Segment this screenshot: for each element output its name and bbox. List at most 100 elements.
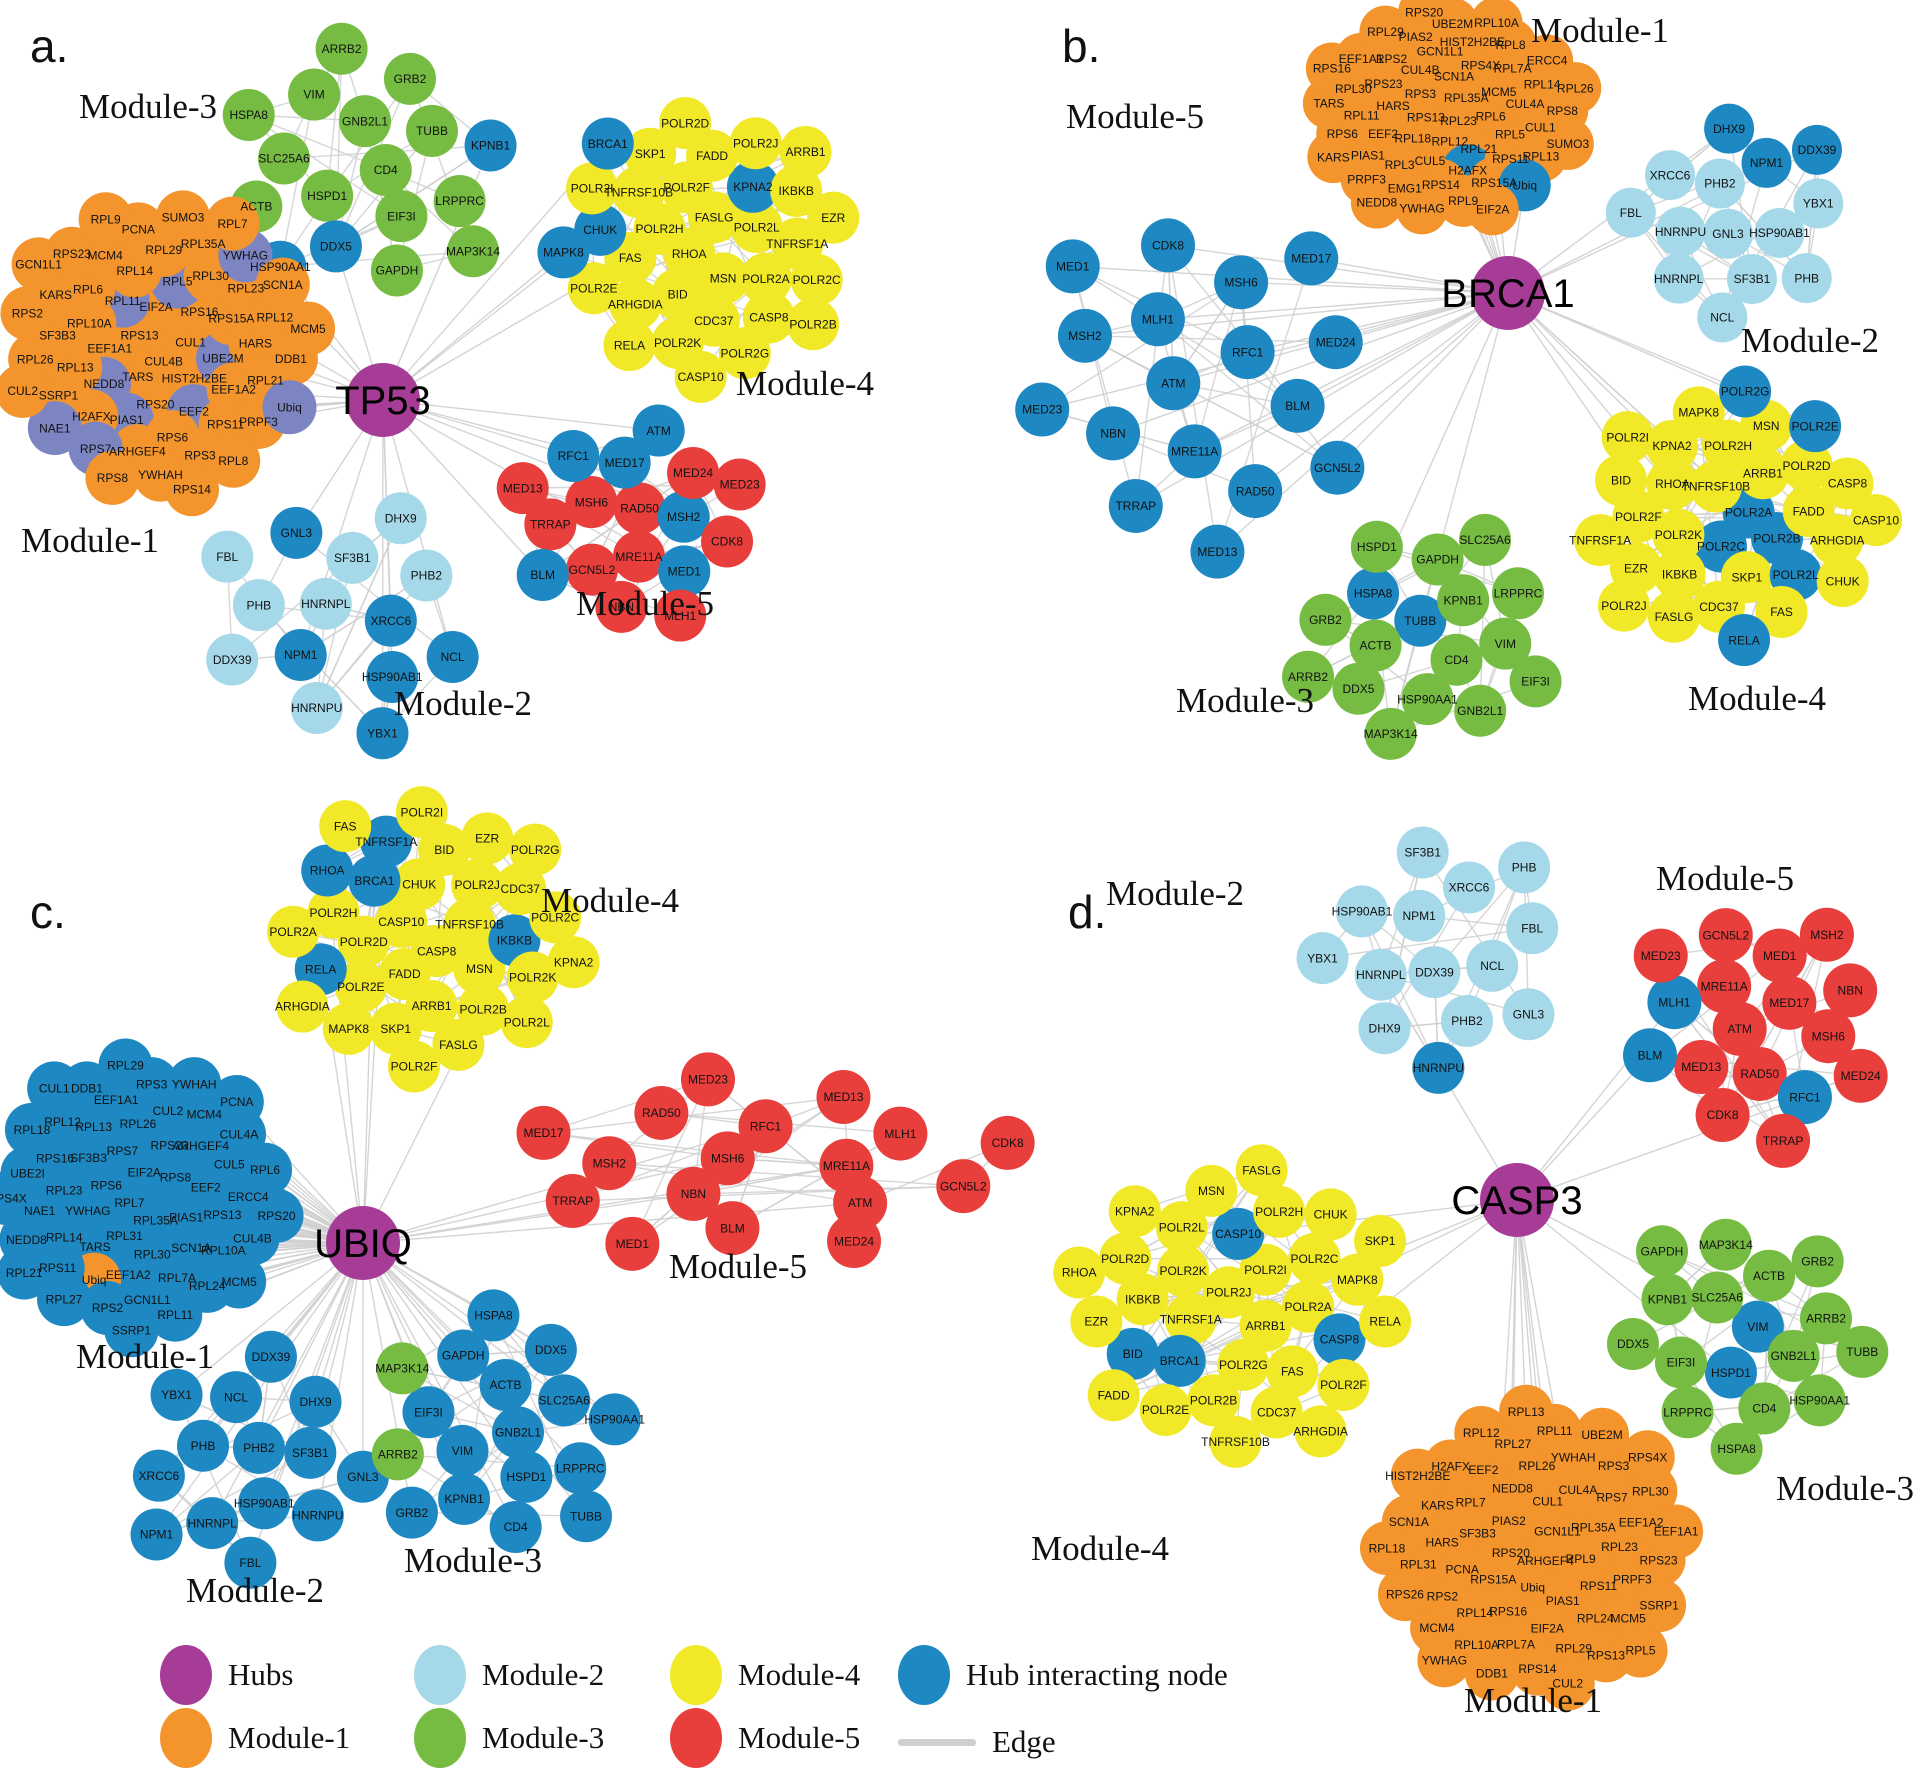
- node-phb2[interactable]: [1694, 158, 1745, 209]
- node-rhoa[interactable]: [301, 844, 354, 897]
- node-npm1[interactable]: [1393, 889, 1446, 942]
- node-bid[interactable]: [651, 268, 704, 321]
- node-ssrp1[interactable]: [1632, 1578, 1687, 1633]
- node-hsp90aa1[interactable]: [1401, 673, 1454, 726]
- node-tnfrsf10b[interactable]: [443, 898, 496, 951]
- node-msh6[interactable]: [565, 476, 618, 529]
- node-ddb1[interactable]: [1464, 1646, 1519, 1701]
- node-med13[interactable]: [496, 462, 549, 515]
- node-brca1[interactable]: [581, 117, 634, 170]
- node-polr2d[interactable]: [659, 97, 712, 150]
- node-ywhah[interactable]: [167, 1057, 222, 1112]
- node-msn[interactable]: [453, 942, 506, 995]
- node-kpnb1[interactable]: [438, 1472, 491, 1525]
- node-arrb1[interactable]: [779, 125, 832, 178]
- node-atm[interactable]: [1712, 1001, 1767, 1056]
- node-cd4[interactable]: [1430, 633, 1483, 686]
- node-hsp90ab1[interactable]: [1335, 885, 1388, 938]
- node-rpl27[interactable]: [37, 1272, 92, 1327]
- node-vim[interactable]: [1731, 1300, 1784, 1353]
- node-med13[interactable]: [816, 1070, 871, 1125]
- node-gcn5l2[interactable]: [1698, 908, 1753, 963]
- node-nbn[interactable]: [1086, 406, 1141, 461]
- node-blm[interactable]: [1270, 378, 1325, 433]
- node-hspa8[interactable]: [467, 1289, 520, 1342]
- node-blm[interactable]: [705, 1201, 760, 1256]
- node-polr2j[interactable]: [451, 858, 504, 911]
- node-ncl[interactable]: [1466, 939, 1519, 992]
- node-msh2[interactable]: [582, 1136, 637, 1191]
- node-ezr[interactable]: [461, 812, 514, 865]
- node-fas[interactable]: [1755, 585, 1808, 638]
- node-rela[interactable]: [1718, 614, 1771, 667]
- node-gapdh[interactable]: [1636, 1225, 1689, 1278]
- node-rps26[interactable]: [1377, 1567, 1432, 1622]
- node-pcna[interactable]: [209, 1074, 264, 1129]
- node-trrap[interactable]: [1108, 478, 1163, 533]
- node-polr2g[interactable]: [718, 327, 771, 380]
- node-ybx1[interactable]: [1793, 178, 1844, 229]
- node-kpnb1[interactable]: [464, 119, 517, 172]
- node-rps8[interactable]: [85, 450, 140, 505]
- node-med1[interactable]: [1752, 928, 1807, 983]
- node-polr2k[interactable]: [506, 951, 559, 1004]
- node-kars[interactable]: [1307, 131, 1360, 184]
- node-cdc37[interactable]: [494, 863, 547, 916]
- node-hnrnpl[interactable]: [299, 577, 352, 630]
- node-ncl[interactable]: [1697, 292, 1748, 343]
- node-gnb2l1[interactable]: [1767, 1329, 1820, 1382]
- node-rpl29[interactable]: [1359, 5, 1412, 58]
- node-casp8[interactable]: [1821, 457, 1874, 510]
- node-rad50[interactable]: [1228, 464, 1283, 519]
- node-rfc1[interactable]: [1220, 325, 1275, 380]
- node-gcn5l2[interactable]: [1310, 440, 1365, 495]
- node-polr2l[interactable]: [500, 996, 553, 1049]
- node-mcm5[interactable]: [212, 1254, 267, 1309]
- node-polr2f[interactable]: [1317, 1359, 1370, 1412]
- node-mapk8[interactable]: [1331, 1253, 1384, 1306]
- node-med1[interactable]: [658, 545, 711, 598]
- node-msh2[interactable]: [1057, 308, 1112, 363]
- node-ddx39[interactable]: [1791, 124, 1842, 175]
- node-polr2i[interactable]: [1601, 411, 1654, 464]
- node-grb2[interactable]: [1791, 1235, 1844, 1288]
- node-ybx1[interactable]: [1296, 932, 1349, 985]
- node-rela[interactable]: [1359, 1295, 1412, 1348]
- node-cd4[interactable]: [489, 1500, 542, 1553]
- node-tnfrsf10b[interactable]: [1209, 1415, 1262, 1468]
- node-slc25a6[interactable]: [538, 1374, 591, 1427]
- node-phb2[interactable]: [400, 549, 453, 602]
- node-trrap[interactable]: [545, 1174, 600, 1229]
- node-lrpprc[interactable]: [433, 175, 486, 228]
- node-fas[interactable]: [1266, 1345, 1319, 1398]
- node-mlh1[interactable]: [873, 1106, 928, 1161]
- node-ybx1[interactable]: [150, 1368, 203, 1421]
- node-gapdh[interactable]: [370, 244, 423, 297]
- node-mapk8[interactable]: [1672, 386, 1725, 439]
- node-fbl[interactable]: [1605, 187, 1656, 238]
- node-gnb2l1[interactable]: [339, 95, 392, 148]
- node-arhgdia[interactable]: [1294, 1405, 1347, 1458]
- node-polr2i[interactable]: [566, 162, 619, 215]
- node-kpna2[interactable]: [726, 160, 779, 213]
- node-mre11a[interactable]: [612, 530, 665, 583]
- node-ezr[interactable]: [1070, 1295, 1123, 1348]
- node-tnfrsf10b[interactable]: [1689, 460, 1742, 513]
- node-tnfrsf1a[interactable]: [1574, 514, 1627, 567]
- node-grb2[interactable]: [383, 52, 436, 105]
- node-ikbkb[interactable]: [1116, 1273, 1169, 1326]
- node-hsp90ab1[interactable]: [366, 650, 419, 703]
- node-arrb2[interactable]: [371, 1428, 424, 1481]
- node-ncl[interactable]: [426, 630, 479, 683]
- node-ddx39[interactable]: [206, 633, 259, 686]
- node-msn[interactable]: [1185, 1164, 1238, 1217]
- node-med24[interactable]: [1833, 1048, 1888, 1103]
- node-map3k14[interactable]: [376, 1342, 429, 1395]
- node-polr2i[interactable]: [1239, 1243, 1292, 1296]
- node-cul1[interactable]: [27, 1061, 82, 1116]
- node-dhx9[interactable]: [289, 1375, 342, 1428]
- node-gnb2l1[interactable]: [491, 1406, 544, 1459]
- node-polr2j[interactable]: [1597, 579, 1650, 632]
- node-hspd1[interactable]: [1704, 1346, 1757, 1399]
- node-tubb[interactable]: [405, 104, 458, 157]
